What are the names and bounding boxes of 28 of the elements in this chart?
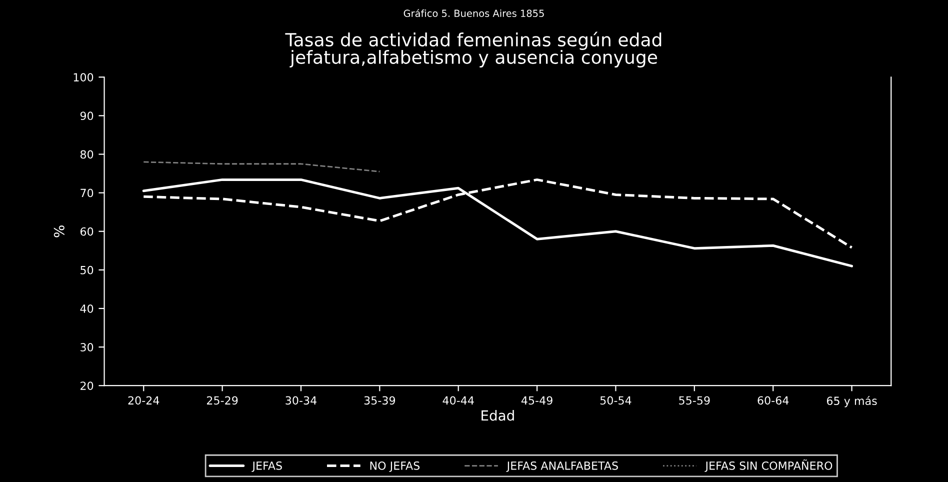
- y-tick-label: 20: [80, 382, 94, 390]
- legend-label: JEFAS ANALFABETAS: [506, 461, 618, 472]
- x-tick-label: 60-64: [758, 396, 789, 405]
- x-tick-label: 45-49: [521, 396, 552, 405]
- x-tick-label: 40-44: [442, 396, 474, 405]
- y-tick-label: 50: [80, 266, 94, 274]
- chart-subtitle: Gráfico 5. Buenos Aires 1855: [404, 9, 544, 18]
- y-tick-label: 90: [80, 112, 94, 120]
- chart-title: Tasas de actividad femeninas según edad jefatura,alfabetismo y ausencia conyuge: [285, 32, 662, 68]
- line-series: [142, 178, 854, 268]
- x-tick-label: 30-34: [286, 396, 317, 405]
- y-tick-label: 80: [80, 150, 94, 159]
- legend-label: JEFAS: [252, 461, 282, 472]
- y-tick-label: 70: [80, 188, 94, 198]
- y-tick-label: 30: [80, 343, 94, 352]
- y-axis-title: %: [54, 226, 64, 238]
- x-tick-label: 20-24: [128, 396, 160, 405]
- x-tick-label: 65 y más: [826, 396, 877, 408]
- legend-label: NO JEFAS: [370, 461, 420, 472]
- x-tick-label: 35-39: [364, 396, 396, 405]
- y-tick-label: 40: [80, 304, 94, 313]
- legend-label: JEFAS SIN COMPAÑERO: [704, 459, 832, 472]
- y-tick-label: 60: [80, 227, 94, 236]
- x-tick-label: 50-54: [600, 396, 632, 405]
- x-tick-label: 25-29: [206, 396, 238, 405]
- y-tick-label: 100: [74, 73, 94, 82]
- x-tick-label: 55-59: [679, 396, 710, 405]
- x-axis-title: Edad: [482, 410, 514, 421]
